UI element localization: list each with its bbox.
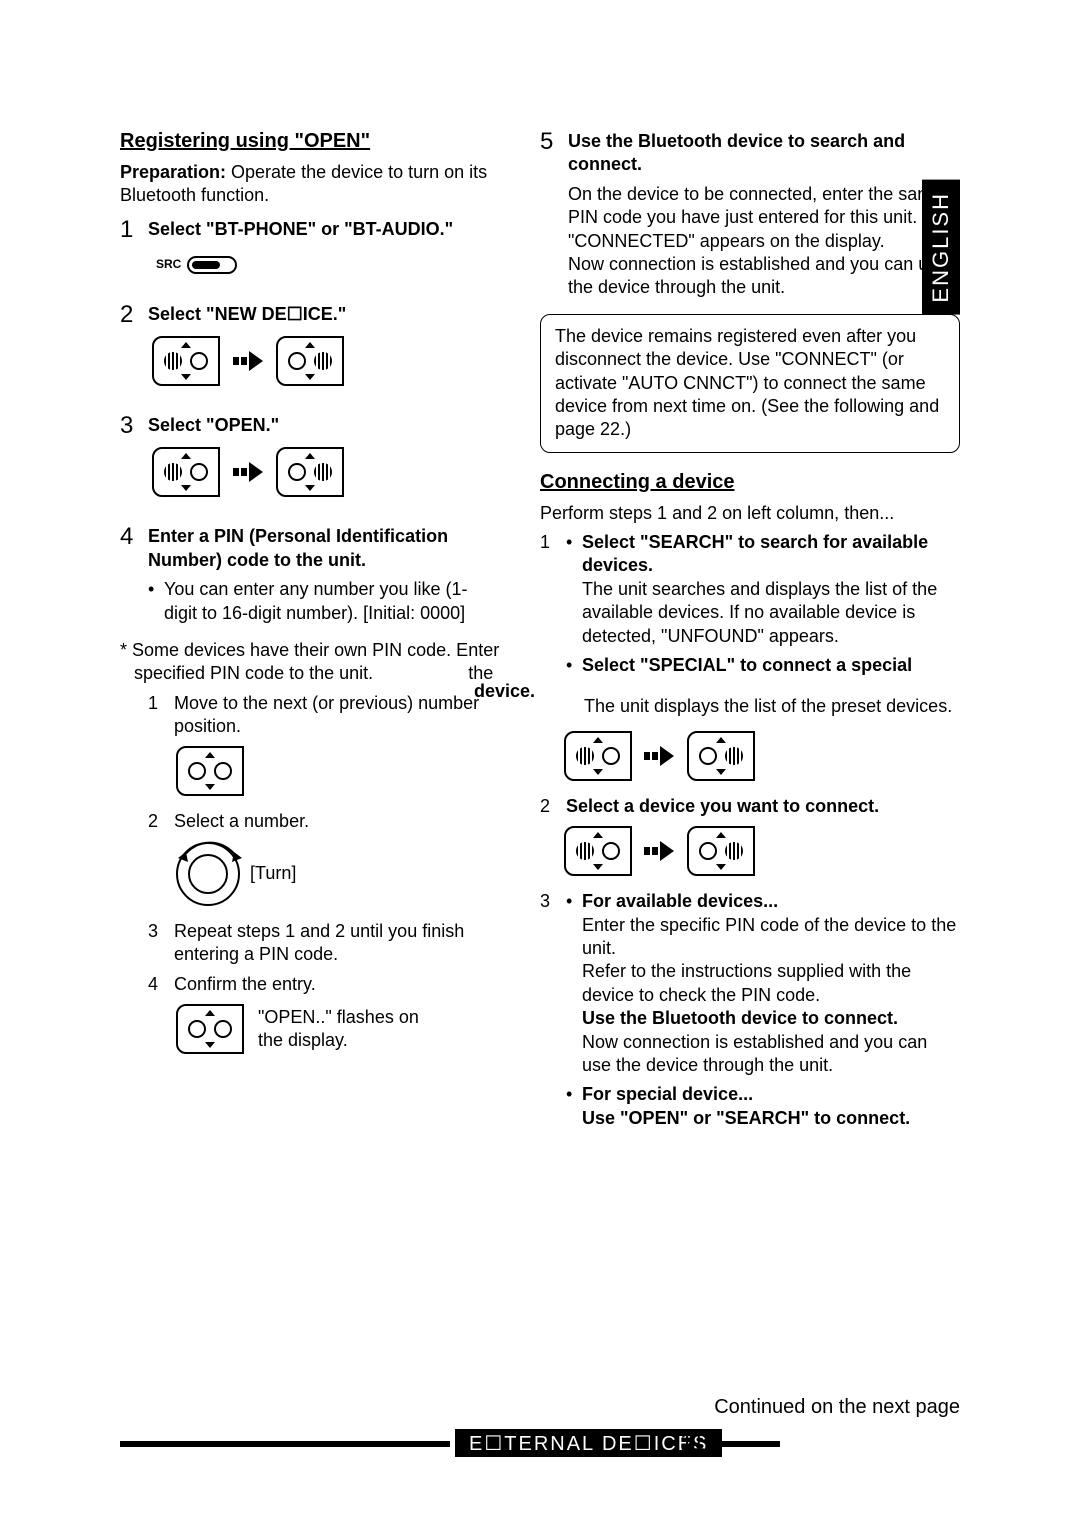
footer-rule-left (120, 1441, 450, 1447)
panel-icon (176, 1004, 244, 1054)
page-number: 11 (680, 1429, 705, 1457)
arrow-icon (644, 839, 674, 863)
src-label: SRC (156, 257, 181, 273)
substep-num: 3 (148, 920, 162, 967)
panel-icon (152, 447, 220, 497)
panel-icon (276, 447, 344, 497)
step-5-line1: On the device to be connected, enter the… (568, 183, 960, 230)
pin-note-overlap: nter the (468, 639, 499, 686)
arrow-icon (233, 349, 263, 373)
step-1: 1 Select "BT-PHONE" or "BT-AUDIO." SRC (120, 218, 500, 289)
src-button-graphic: SRC (156, 251, 500, 274)
c1-b1-title: Select "SEARCH" to search for available … (582, 532, 928, 575)
step-number: 5 (540, 130, 558, 154)
src-pill-icon (187, 256, 237, 274)
substep-num: 3 (540, 890, 554, 1130)
step-3-title: Select "OPEN." (148, 414, 500, 437)
page-content: Registering using "OPEN" Preparation: Op… (0, 0, 1080, 1136)
c3-b1-title: For available devices... (582, 891, 778, 911)
step-5-line2: "CONNECTED" appears on the display. (568, 230, 960, 253)
open-flash-text: "OPEN.." flashes on the display. (258, 1006, 448, 1053)
dial-icon (176, 842, 240, 906)
substep-num: 1 (540, 531, 554, 677)
arrow-icon (644, 744, 674, 768)
panel-icon (687, 826, 755, 876)
c3-b1-l1: Enter the specific PIN code of the devic… (582, 914, 960, 961)
preparation-text: Preparation: Operate the device to turn … (120, 161, 500, 208)
note-box: The device remains registered even after… (540, 314, 960, 453)
step-number: 3 (120, 414, 138, 438)
selector-graphic (152, 336, 500, 386)
continued-text: Continued on the next page (120, 1396, 960, 1419)
panel-icon (152, 336, 220, 386)
page-footer: Continued on the next page E☐TERNAL DE☐I… (120, 1396, 960, 1459)
step-5-title: Use the Bluetooth device to search and c… (568, 130, 960, 177)
connecting-intro: Perform steps 1 and 2 on left column, th… (540, 502, 960, 525)
substep-num: 2 (148, 810, 162, 833)
c2-title: Select a device you want to connect. (566, 795, 879, 818)
confirm-graphic: "OPEN.." flashes on the display. (176, 1004, 500, 1054)
step-3: 3 Select "OPEN." (120, 414, 500, 511)
section-title-registering: Registering using "OPEN" (120, 130, 500, 153)
connect-step-2: 2 Select a device you want to connect. (540, 795, 960, 818)
c3-b1-l2: Refer to the instructions supplied with … (582, 960, 960, 1007)
step-4-bullet-text: You can enter any number you like (1-dig… (164, 578, 500, 625)
c3-b1-l3: Now connection is established and you ca… (582, 1031, 960, 1078)
connect-step-1: 1 • Select "SEARCH" to search for availa… (540, 531, 960, 677)
left-column: Registering using "OPEN" Preparation: Op… (120, 130, 500, 1136)
substep-3-text: Repeat steps 1 and 2 until you finish en… (174, 920, 500, 967)
substep-4-text: Confirm the entry. (174, 973, 316, 996)
right-column: 5 Use the Bluetooth device to search and… (540, 130, 960, 1136)
substep-1-text: Move to the next (or previous) number po… (174, 692, 500, 739)
step-5: 5 Use the Bluetooth device to search and… (540, 130, 960, 300)
selector-graphic (152, 447, 500, 497)
c1-b2-title2: device. (474, 681, 535, 702)
step-2-title: Select "NEW DE☐ICE." (148, 303, 500, 326)
step-4: 4 Enter a PIN (Personal Identification N… (120, 525, 500, 625)
turn-label: [Turn] (250, 862, 296, 885)
panel-icon (564, 826, 632, 876)
substep-2-text: Select a number. (174, 810, 309, 833)
substep-num: 1 (148, 692, 162, 739)
panel-small-graphic (176, 746, 500, 796)
connect-step-3: 3 • For available devices... Enter the s… (540, 890, 960, 1130)
substep-num: 2 (540, 795, 554, 818)
step-number: 4 (120, 525, 138, 549)
c3-b2-l1: Use "OPEN" or "SEARCH" to connect. (582, 1108, 910, 1128)
substep-3: 3 Repeat steps 1 and 2 until you finish … (148, 920, 500, 967)
substep-2: 2 Select a number. (148, 810, 500, 833)
section-title-connecting: Connecting a device (540, 471, 960, 494)
language-tab: ENGLISH (922, 180, 960, 315)
step-2: 2 Select "NEW DE☐ICE." (120, 303, 500, 400)
preparation-label: Preparation: (120, 162, 226, 182)
c3-b1-l3t: Use the Bluetooth device to connect. (582, 1007, 960, 1030)
c1-b2-title: Select "SPECIAL" to connect a special (582, 655, 912, 675)
substep-num: 4 (148, 973, 162, 996)
selector-graphic (564, 826, 960, 876)
pin-note: * Some devices have their own PIN code. … (120, 639, 500, 686)
step-4-title: Enter a PIN (Personal Identification Num… (148, 525, 500, 572)
step-5-line3: Now connection is established and you ca… (568, 253, 960, 300)
selector-graphic (564, 731, 960, 781)
footer-rule-right (720, 1441, 780, 1447)
pin-note-suffix: specified PIN code to the unit. (134, 662, 373, 685)
step-1-title: Select "BT-PHONE" or "BT-AUDIO." (148, 218, 500, 241)
step-number: 1 (120, 218, 138, 242)
substep-4: 4 Confirm the entry. (148, 973, 500, 996)
panel-icon (176, 746, 244, 796)
pin-note-prefix: * Some devices have their own PIN code. … (120, 640, 468, 660)
dial-graphic: [Turn] (176, 842, 500, 906)
c1-b2-body: The unit displays the list of the preset… (584, 695, 960, 718)
step-4-bullet: • You can enter any number you like (1-d… (148, 578, 500, 625)
panel-icon (276, 336, 344, 386)
panel-icon (564, 731, 632, 781)
panel-icon (687, 731, 755, 781)
arrow-icon (233, 460, 263, 484)
substep-1: 1 Move to the next (or previous) number … (148, 692, 500, 739)
step-number: 2 (120, 303, 138, 327)
c1-b1-body: The unit searches and displays the list … (582, 578, 960, 648)
c3-b2-title: For special device... (582, 1084, 753, 1104)
